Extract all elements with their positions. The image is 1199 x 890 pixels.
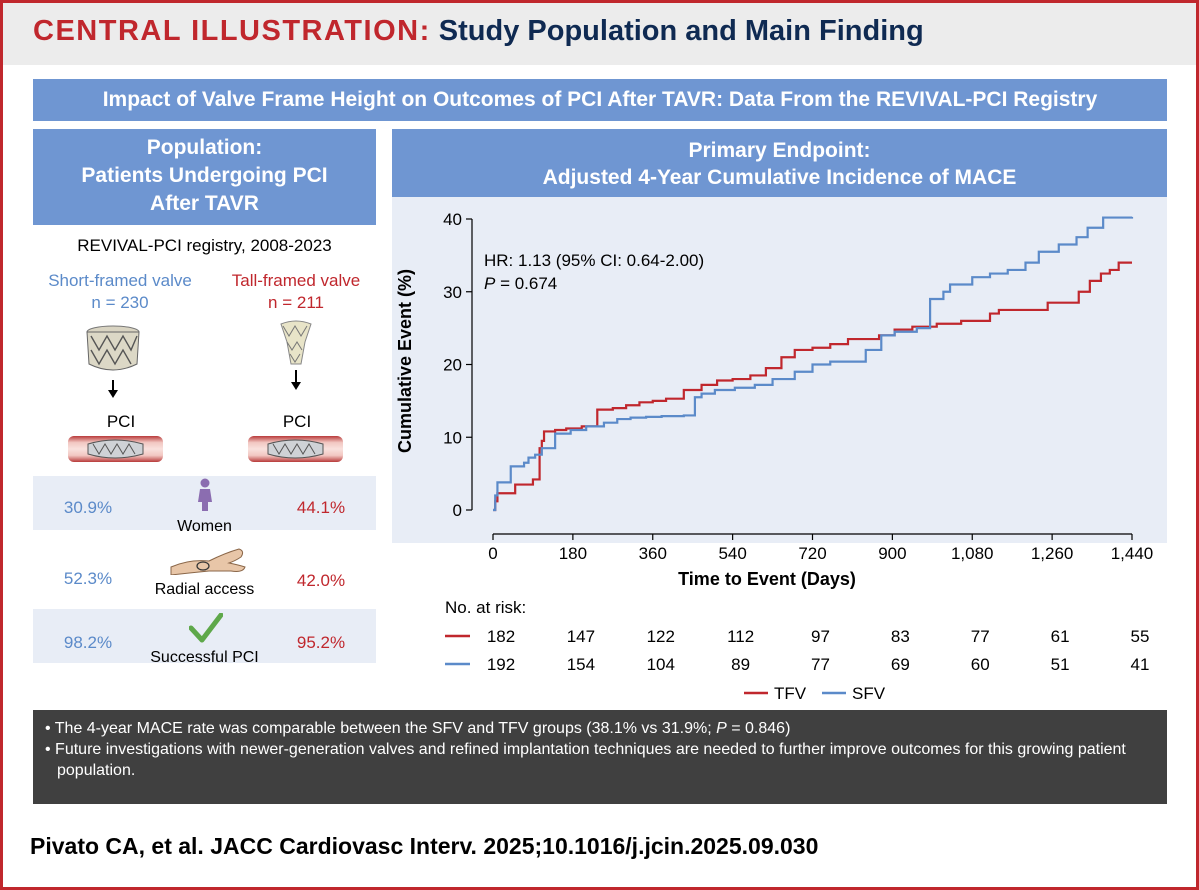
risk-value-tfv: 55: [1131, 627, 1150, 646]
x-tick-label: 0: [488, 544, 497, 563]
arrow-down-icon: [108, 380, 118, 398]
registry-label: REVIVAL-PCI registry, 2008-2023: [77, 236, 332, 255]
risk-value-sfv: 192: [487, 655, 515, 674]
endpoint-header: Primary Endpoint: Adjusted 4-Year Cumula…: [392, 129, 1167, 197]
success-sfv-value: 98.2%: [63, 633, 113, 652]
p-annotation: P = 0.674: [484, 274, 557, 293]
x-tick-label: 900: [878, 544, 906, 563]
summary-bullet-1-b: = 0.846): [726, 720, 791, 737]
population-header-line1: Population:: [146, 136, 263, 159]
legend-label-tfv: TFV: [774, 684, 807, 703]
summary-bullet-2-text: Future investigations with newer-generat…: [55, 741, 1126, 779]
y-axis-label: Cumulative Event (%): [395, 269, 415, 453]
x-tick-label: 180: [559, 544, 587, 563]
endpoint-header-line1: Primary Endpoint:: [688, 139, 871, 162]
stat-row-women: 30.9% Women 44.1%: [33, 476, 376, 535]
x-tick-label: 1,260: [1031, 544, 1074, 563]
y-tick-label: 40: [443, 210, 462, 229]
sfv-pci-label: PCI: [106, 412, 136, 431]
hr-annotation: HR: 1.13 (95% CI: 0.64-2.00): [484, 251, 704, 270]
summary-bullet-2: • Future investigations with newer-gener…: [45, 741, 1126, 779]
woman-icon: [198, 478, 212, 511]
risk-table-title: No. at risk:: [445, 598, 526, 617]
population-header-line2: Patients Undergoing PCI: [81, 164, 328, 187]
risk-value-sfv: 69: [891, 655, 910, 674]
stat-row-radial: 52.3% Radial access 42.0%: [33, 543, 376, 598]
tfv-label: Tall-framed valve n = 211: [206, 270, 386, 314]
radial-tfv-value: 42.0%: [296, 571, 346, 590]
x-tick-label: 540: [718, 544, 746, 563]
women-label: Women: [177, 518, 232, 535]
sfv-label: Short-framed valve n = 230: [30, 270, 210, 314]
summary-bullet-1: • The 4-year MACE rate was comparable be…: [45, 720, 791, 737]
endpoint-header-line2: Adjusted 4-Year Cumulative Incidence of …: [542, 166, 1017, 189]
risk-value-tfv: 97: [811, 627, 830, 646]
risk-value-tfv: 83: [891, 627, 910, 646]
header-label: CENTRAL ILLUSTRATION:: [33, 15, 431, 47]
p-label: P: [484, 274, 496, 293]
chart-background: [392, 197, 1167, 543]
success-label: Successful PCI: [150, 649, 259, 666]
women-sfv-value: 30.9%: [63, 498, 113, 517]
km-chart: 0 10 20 30 40 0 180 360 540 720 900 1,080 1,260 1,440…: [392, 197, 1167, 703]
citation: Pivato CA, et al. JACC Cardiovasc Interv…: [30, 833, 819, 859]
y-tick-label: 10: [443, 428, 462, 447]
arrow-down-icon: [291, 370, 301, 390]
x-axis-label: Time to Event (Days): [678, 569, 856, 589]
radial-sfv-value: 52.3%: [63, 569, 113, 588]
valve-illustrations: [68, 320, 343, 462]
risk-value-tfv: 77: [971, 627, 990, 646]
risk-value-tfv: 147: [567, 627, 595, 646]
km-line-tfv: [493, 261, 1132, 512]
stat-row-success: 98.2% Successful PCI 95.2%: [33, 609, 376, 666]
stented-vessel-icon: [248, 436, 343, 462]
risk-value-tfv: 182: [487, 627, 515, 646]
p-value: = 0.674: [495, 274, 557, 293]
risk-value-sfv: 89: [731, 655, 750, 674]
x-tick-label: 1,440: [1111, 544, 1154, 563]
y-tick-label: 20: [443, 356, 462, 375]
risk-value-sfv: 104: [647, 655, 675, 674]
tfv-name: Tall-framed valve: [231, 271, 361, 290]
risk-value-sfv: 77: [811, 655, 830, 674]
population-header-line3: After TAVR: [150, 192, 259, 215]
radial-label: Radial access: [154, 581, 255, 598]
women-tfv-value: 44.1%: [296, 498, 346, 517]
population-header: Population: Patients Undergoing PCI Afte…: [33, 129, 376, 225]
stented-vessel-icon: [68, 436, 163, 462]
risk-value-tfv: 112: [727, 627, 754, 646]
summary-box: • The 4-year MACE rate was comparable be…: [33, 710, 1167, 804]
risk-value-sfv: 154: [567, 655, 595, 674]
risk-value-tfv: 61: [1051, 627, 1070, 646]
summary-bullet-1-p: P: [716, 720, 727, 737]
risk-value-tfv: 122: [647, 627, 675, 646]
tall-framed-valve-icon: [280, 320, 312, 365]
risk-value-sfv: 60: [971, 655, 990, 674]
tfv-n: n = 211: [268, 293, 324, 312]
header-title: CENTRAL ILLUSTRATION: Study Population a…: [33, 15, 924, 48]
sfv-n: n = 230: [91, 293, 149, 312]
risk-value-sfv: 51: [1051, 655, 1070, 674]
sfv-name: Short-framed valve: [48, 271, 192, 290]
success-tfv-value: 95.2%: [296, 633, 346, 652]
header-subtitle: Study Population and Main Finding: [438, 15, 924, 47]
km-line-sfv: [493, 216, 1134, 512]
risk-value-sfv: 41: [1131, 655, 1150, 674]
checkmark-icon: [189, 613, 223, 643]
x-tick-label: 720: [798, 544, 826, 563]
short-framed-valve-icon: [86, 325, 140, 371]
summary-bullet-1-a: The 4-year MACE rate was comparable betw…: [54, 720, 717, 737]
tfv-pci-label: PCI: [282, 412, 312, 431]
x-tick-label: 360: [639, 544, 667, 563]
x-tick-label: 1,080: [951, 544, 994, 563]
y-tick-label: 30: [443, 283, 462, 302]
y-tick-label: 0: [453, 501, 462, 520]
header: CENTRAL ILLUSTRATION: Study Population a…: [3, 3, 1196, 65]
legend-label-sfv: SFV: [852, 684, 886, 703]
wrist-icon: [170, 548, 246, 575]
banner-title: Impact of Valve Frame Height on Outcomes…: [33, 79, 1167, 121]
